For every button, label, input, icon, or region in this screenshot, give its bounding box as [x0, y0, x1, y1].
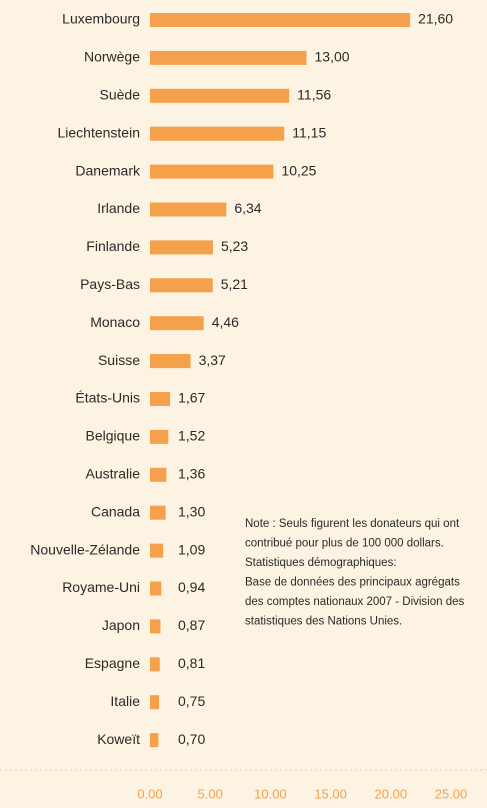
annotation: des comptes nationaux 2007 - Division de… [245, 596, 465, 608]
value-label: 1,67 [178, 390, 205, 406]
annotation: statistiques des Nations Unies. [245, 616, 402, 628]
category-label: Royame-Uni [62, 579, 140, 595]
value-label: 6,34 [234, 200, 261, 216]
bar [150, 657, 160, 672]
value-label: 1,36 [178, 466, 205, 482]
bar [150, 126, 285, 141]
value-label: 0,70 [178, 731, 205, 747]
x-tick-label: 0.00 [137, 786, 162, 801]
category-label: Japon [102, 617, 140, 633]
category-label: Liechtenstein [57, 124, 140, 140]
category-label: Canada [91, 503, 140, 519]
value-label: 11,15 [292, 124, 326, 140]
value-label: 21,60 [418, 11, 453, 27]
bar [150, 240, 213, 255]
bar [150, 695, 160, 710]
bar [150, 354, 191, 369]
value-label: 1,09 [178, 541, 205, 557]
category-label: Pays-Bas [80, 276, 140, 292]
x-tick-label: 10.00 [254, 786, 287, 801]
bar [150, 164, 274, 179]
bar [150, 733, 159, 748]
category-label: Espagne [85, 655, 140, 671]
category-label: Italie [110, 693, 140, 709]
value-label: 0,75 [178, 693, 205, 709]
value-label: 3,37 [199, 352, 226, 368]
bar [150, 50, 307, 65]
category-label: Irlande [97, 200, 140, 216]
category-label: Nouvelle-Zélande [30, 541, 140, 557]
value-label: 13,00 [315, 49, 350, 65]
annotation: Base de données des principaux agrégats [245, 577, 460, 589]
value-label: 11,56 [297, 87, 331, 103]
value-label: 1,52 [178, 428, 205, 444]
x-tick-label: 15.00 [314, 786, 347, 801]
bar [150, 619, 161, 634]
value-label: 5,21 [221, 276, 248, 292]
bar [150, 278, 213, 293]
value-label: 1,30 [178, 503, 205, 519]
category-label: Norwège [84, 49, 140, 65]
x-tick-label: 20.00 [375, 786, 408, 801]
category-label: Koweït [97, 731, 140, 747]
value-label: 0,87 [178, 617, 205, 633]
bar [150, 88, 290, 103]
value-label: 10,25 [281, 162, 316, 178]
bar [150, 581, 162, 596]
category-label: Australie [86, 466, 141, 482]
value-label: 0,81 [178, 655, 205, 671]
annotation: Statistiques démographiques: [245, 557, 397, 569]
x-tick-label: 25.00 [435, 786, 468, 801]
category-label: États-Unis [75, 390, 140, 406]
category-label: Suisse [98, 352, 140, 368]
category-label: Belgique [86, 428, 141, 444]
category-label: Finlande [86, 238, 140, 254]
value-label: 0,94 [178, 579, 205, 595]
category-label: Monaco [90, 314, 140, 330]
bar [150, 543, 164, 558]
bar [150, 202, 227, 217]
bar [150, 429, 169, 444]
bar [150, 13, 411, 27]
bar [150, 316, 204, 331]
bar [150, 505, 166, 520]
bar [150, 392, 171, 406]
category-label: Luxembourg [62, 11, 140, 27]
x-tick-label: 5.00 [198, 786, 223, 801]
category-label: Danemark [75, 162, 141, 178]
value-label: 5,23 [221, 238, 248, 254]
annotation: contribué pour plus de 100 000 dollars. [245, 538, 444, 550]
annotation: Note : Seuls figurent les donateurs qui … [245, 518, 460, 530]
bar [150, 467, 167, 482]
value-label: 4,46 [212, 314, 239, 330]
category-label: Suède [100, 87, 141, 103]
